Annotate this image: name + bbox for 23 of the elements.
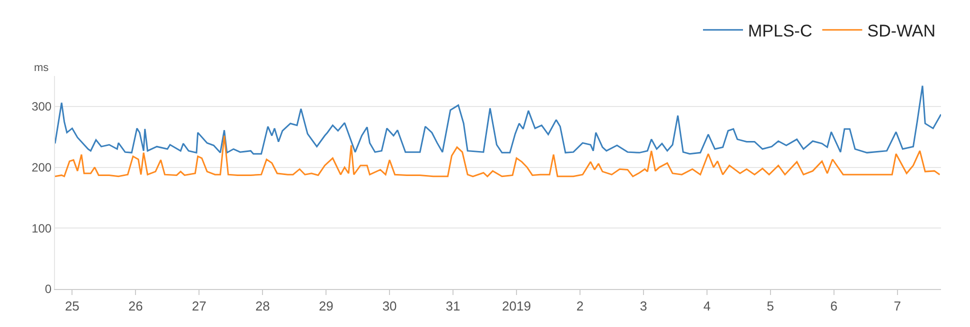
x-tick-label: 31 xyxy=(446,298,460,314)
y-tick-label: 100 xyxy=(32,221,52,236)
x-tick-label: 2019 xyxy=(502,298,531,314)
x-tick-label: 6 xyxy=(830,298,838,314)
x-tick-label: 3 xyxy=(640,298,648,314)
x-tick-label: 30 xyxy=(382,298,397,314)
y-axis-title: ms xyxy=(34,62,50,74)
y-tick-label: 300 xyxy=(32,100,52,114)
x-tick-label: 29 xyxy=(318,298,334,314)
x-tick-label: 25 xyxy=(64,298,80,314)
x-tick-label: 26 xyxy=(128,298,143,314)
x-tick-label: 4 xyxy=(703,298,711,314)
y-tick-label: 0 xyxy=(44,282,52,296)
line-series xyxy=(55,134,940,178)
x-tick-label: 27 xyxy=(192,298,206,314)
legend-label: SD-WAN xyxy=(867,21,936,40)
legend-label: MPLS-C xyxy=(748,21,812,40)
x-tick-label: 7 xyxy=(894,298,901,314)
x-tick-label: 28 xyxy=(255,298,270,314)
x-tick-label: 5 xyxy=(766,298,774,314)
y-tick-label: 200 xyxy=(32,160,52,174)
x-tick-label: 2 xyxy=(576,298,584,314)
line-series xyxy=(55,84,941,155)
